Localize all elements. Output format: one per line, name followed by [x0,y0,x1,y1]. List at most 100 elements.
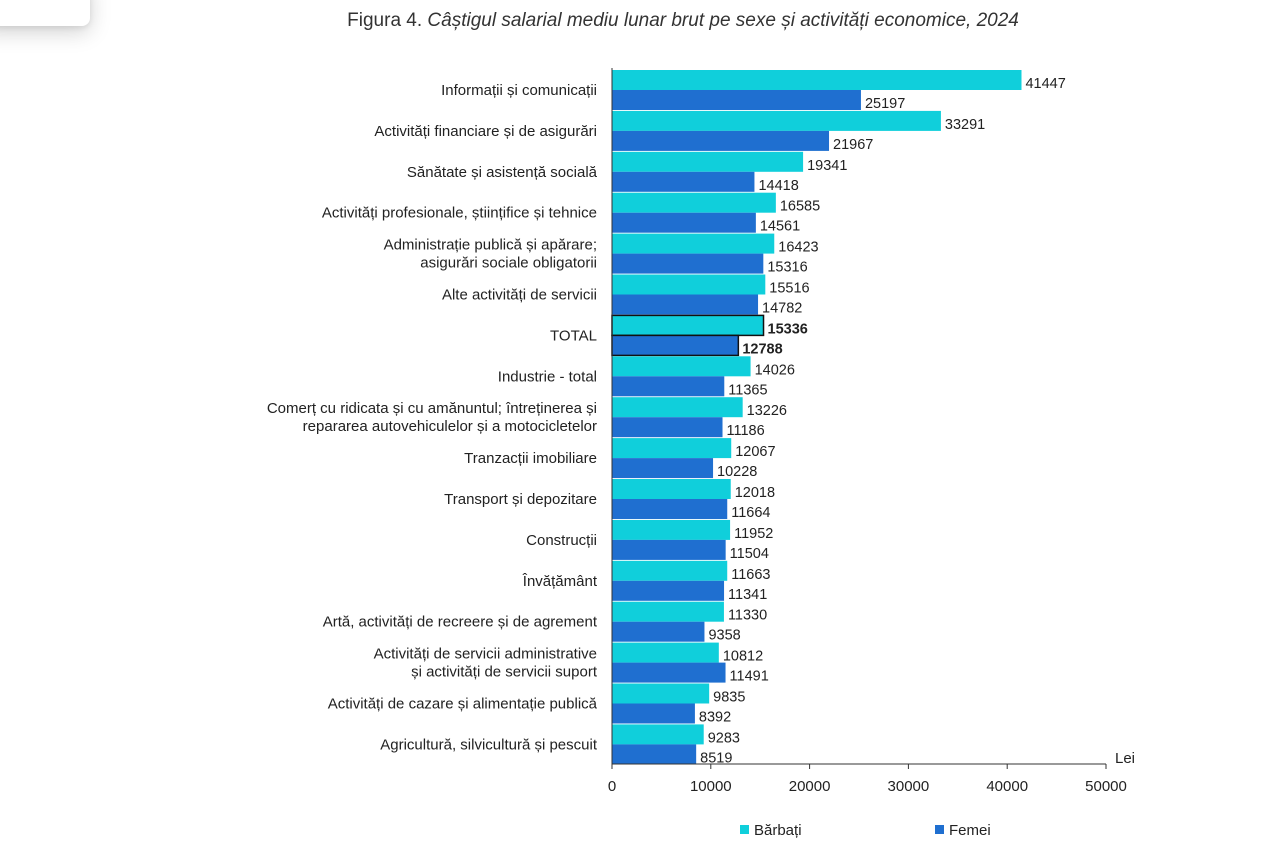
data-label-femei: 11186 [727,423,765,439]
x-tick-label: 40000 [986,778,1028,795]
data-label-femei: 14561 [760,219,800,235]
bar-femei [611,334,740,357]
category-label: Alte activități de servicii [442,287,597,304]
bar-femei [612,130,830,151]
bar-barbati [612,356,751,377]
data-label-barbati: 11952 [734,526,773,542]
category-label: Tranzacții imobiliare [464,450,597,467]
category-label: Sănătate și asistență socială [407,164,598,181]
bar-barbati [611,314,765,337]
data-label-barbati: 11330 [728,608,767,624]
data-label-barbati: 9835 [713,690,745,706]
overlay-card [0,0,90,26]
category-label: Învățământ [522,573,598,590]
data-label-femei: 11504 [730,546,769,562]
bar-barbati [612,70,1022,90]
bar-femei [612,294,759,315]
category-label: Activități financiare și de asigurări [374,123,597,140]
data-label-femei: 25197 [865,96,905,112]
bar-barbati [612,683,710,704]
bar-barbati [612,479,731,499]
category-label: Activități profesionale, științifice și … [322,205,597,222]
figure-prefix: Figura 4. [347,10,423,31]
bar-barbati [612,274,766,295]
category-label: Administrație publică și apărare; asigură… [384,237,597,272]
legend-label-barbati: Bărbați [754,822,802,839]
data-label-barbati: 19341 [807,158,847,174]
x-tick-label: 10000 [690,778,732,795]
bar-femei [612,703,695,724]
bar-femei [612,171,755,192]
data-label-femei: 21967 [833,137,873,153]
data-label-barbati: 33291 [945,117,985,133]
bar-femei [612,662,726,683]
data-label-barbati: 11663 [731,567,770,583]
figure-title-text: Câștigul salarial mediu lunar brut pe se… [427,10,1019,31]
x-tick-label: 50000 [1085,778,1127,795]
bar-femei [612,376,725,397]
data-label-barbati: 13226 [747,403,787,419]
bar-femei [612,539,726,560]
bar-barbati [612,519,731,540]
category-label: Construcții [526,532,597,549]
figure-title: Figura 4. Câștigul salarial mediu lunar … [0,10,1280,32]
data-label-barbati: 15336 [768,321,808,337]
bar-barbati [612,192,776,213]
bar-femei [612,212,756,233]
category-label: Transport și depozitare [444,491,597,508]
x-tick-label: 30000 [888,778,930,795]
category-label: Comerț cu ridicata și cu amănuntul; într… [267,400,597,435]
bar-femei [612,90,861,110]
bar-barbati [612,233,775,254]
x-axis-unit: Lei [1115,750,1135,767]
data-label-femei: 9358 [708,628,740,644]
bar-femei [612,744,697,765]
data-label-femei: 11664 [731,505,770,521]
data-label-femei: 10228 [717,464,757,480]
bar-barbati [612,151,804,172]
bar-femei [612,417,723,438]
legend-label-femei: Femei [949,822,991,839]
bar-barbati [612,560,728,581]
data-label-femei: 8392 [699,710,731,726]
data-label-barbati: 12018 [735,485,775,501]
data-label-barbati: 16585 [780,199,820,215]
bar-barbati [612,601,724,622]
data-label-femei: 11491 [730,669,769,685]
legend-swatch-barbati [740,825,749,834]
category-label: Agricultură, silvicultură și pescuit [380,736,598,753]
data-label-barbati: 14026 [755,362,795,378]
bar-barbati [612,724,704,745]
data-label-femei: 11341 [728,587,767,603]
data-label-femei: 11365 [728,382,767,398]
x-tick-label: 0 [608,778,616,795]
legend-swatch-femei [935,825,944,834]
bar-femei [612,458,714,479]
data-label-femei: 14782 [762,301,802,317]
bar-barbati [612,642,719,663]
data-label-barbati: 9283 [708,730,740,746]
category-label: Informații și comunicații [441,82,597,99]
data-label-femei: 12788 [742,341,782,357]
bar-barbati [612,438,732,459]
category-label: TOTAL [550,327,597,344]
data-label-femei: 15316 [767,260,807,276]
bar-femei [612,580,725,601]
data-label-barbati: 10812 [723,649,763,665]
data-label-barbati: 15516 [769,281,809,297]
category-label: Artă, activități de recreere și de agrem… [323,614,598,631]
category-label: Activități de cazare și alimentație publ… [328,696,598,713]
category-label: Industrie - total [498,368,597,385]
x-tick-label: 20000 [789,778,831,795]
bar-femei [612,621,705,642]
bar-barbati [612,110,941,131]
data-label-barbati: 41447 [1025,76,1065,92]
data-label-femei: 8519 [700,750,732,766]
data-label-femei: 14418 [758,178,798,194]
bar-femei [612,499,728,519]
bar-barbati [612,397,743,418]
bar-femei [612,253,764,274]
category-label: Activități de servicii administrative și … [374,646,598,681]
data-label-barbati: 12067 [735,444,775,460]
